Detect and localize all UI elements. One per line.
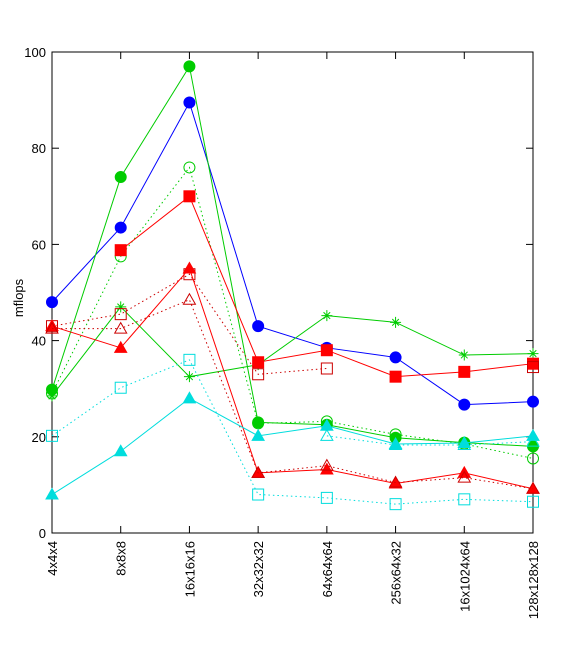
data-point <box>114 381 127 394</box>
series-line <box>51 397 534 495</box>
data-point <box>457 470 472 483</box>
data-point <box>458 493 471 506</box>
y-axis-title: mflops <box>11 278 26 317</box>
data-point <box>45 487 59 500</box>
data-point <box>251 465 266 478</box>
x-tick-label: 32x32x32 <box>251 541 266 597</box>
y-tick-label: 0 <box>39 526 46 541</box>
series-line <box>52 299 534 490</box>
data-point <box>183 371 195 383</box>
data-point <box>457 437 472 450</box>
series-line <box>51 166 534 459</box>
y-tick-label: 80 <box>32 141 46 156</box>
x-tick-label: 128x128x128 <box>526 541 541 619</box>
data-point <box>319 428 334 441</box>
data-point <box>251 428 266 441</box>
data-point <box>113 321 128 334</box>
data-point <box>182 292 197 305</box>
data-point <box>527 452 539 465</box>
series-line <box>51 306 534 397</box>
data-point <box>321 310 333 322</box>
series-line <box>51 359 534 505</box>
data-point <box>46 429 58 442</box>
series-line <box>326 435 534 446</box>
data-point <box>527 495 539 508</box>
data-point <box>182 391 197 404</box>
y-axis: 0 20 40 60 80 100 <box>24 45 533 541</box>
x-tick-label: 256x64x32 <box>389 541 404 605</box>
data-point <box>320 344 333 357</box>
data-point <box>252 368 265 381</box>
y-tick-label: 20 <box>32 430 46 445</box>
data-point <box>319 458 334 471</box>
data-point <box>252 488 265 501</box>
y-tick-label: 100 <box>24 45 46 60</box>
data-point <box>458 365 471 378</box>
series-10 <box>46 353 539 511</box>
data-point <box>458 398 471 411</box>
data-point <box>113 340 128 353</box>
data-point <box>183 353 196 366</box>
data-point <box>182 261 197 274</box>
data-point <box>183 96 196 109</box>
plot-frame <box>51 51 534 534</box>
data-point <box>114 171 127 184</box>
data-point <box>389 370 402 383</box>
series-0 <box>46 96 539 411</box>
data-point <box>115 301 127 313</box>
data-point <box>252 320 265 333</box>
data-point <box>114 308 127 321</box>
data-point <box>46 296 58 309</box>
x-tick-label: 16x16x16 <box>182 541 197 597</box>
x-tick-label: 4x4x4 <box>45 541 60 576</box>
data-point <box>183 161 196 174</box>
data-point <box>388 437 403 450</box>
data-point <box>389 498 402 511</box>
data-point <box>527 348 539 360</box>
series-7 <box>45 292 540 494</box>
data-point <box>183 190 196 203</box>
data-point <box>526 481 540 494</box>
data-point <box>252 356 265 369</box>
data-point <box>46 390 58 402</box>
series-line <box>51 273 327 375</box>
x-tick-label: 16x1024x64 <box>457 541 472 612</box>
data-point <box>390 316 402 328</box>
x-tick-label: 64x64x64 <box>320 541 335 597</box>
series-4 <box>114 190 539 383</box>
data-point <box>183 60 196 73</box>
series-line <box>51 65 534 447</box>
data-point <box>320 362 333 375</box>
x-axis: 4x4x4 8x8x8 16x16x16 32x32x32 64x64x64 256x64… <box>45 52 541 619</box>
data-point <box>527 357 539 370</box>
data-point <box>45 321 59 334</box>
x-tick-label: 8x8x8 <box>114 541 129 576</box>
data-point <box>388 475 403 488</box>
data-point <box>527 395 539 408</box>
data-point <box>320 491 333 504</box>
data-point <box>113 444 128 457</box>
series-line <box>51 101 534 406</box>
series-9 <box>319 428 540 450</box>
y-tick-label: 40 <box>32 334 46 349</box>
data-point <box>252 416 265 429</box>
data-point <box>114 221 127 234</box>
series-2 <box>46 161 539 465</box>
data-point <box>319 462 334 475</box>
data-point <box>527 361 539 374</box>
data-point <box>526 434 540 447</box>
data-point <box>458 349 470 361</box>
series-layer <box>45 60 540 511</box>
series-line <box>51 267 534 490</box>
y-tick-label: 60 <box>32 237 46 252</box>
data-point <box>389 351 402 364</box>
data-point <box>114 244 127 257</box>
